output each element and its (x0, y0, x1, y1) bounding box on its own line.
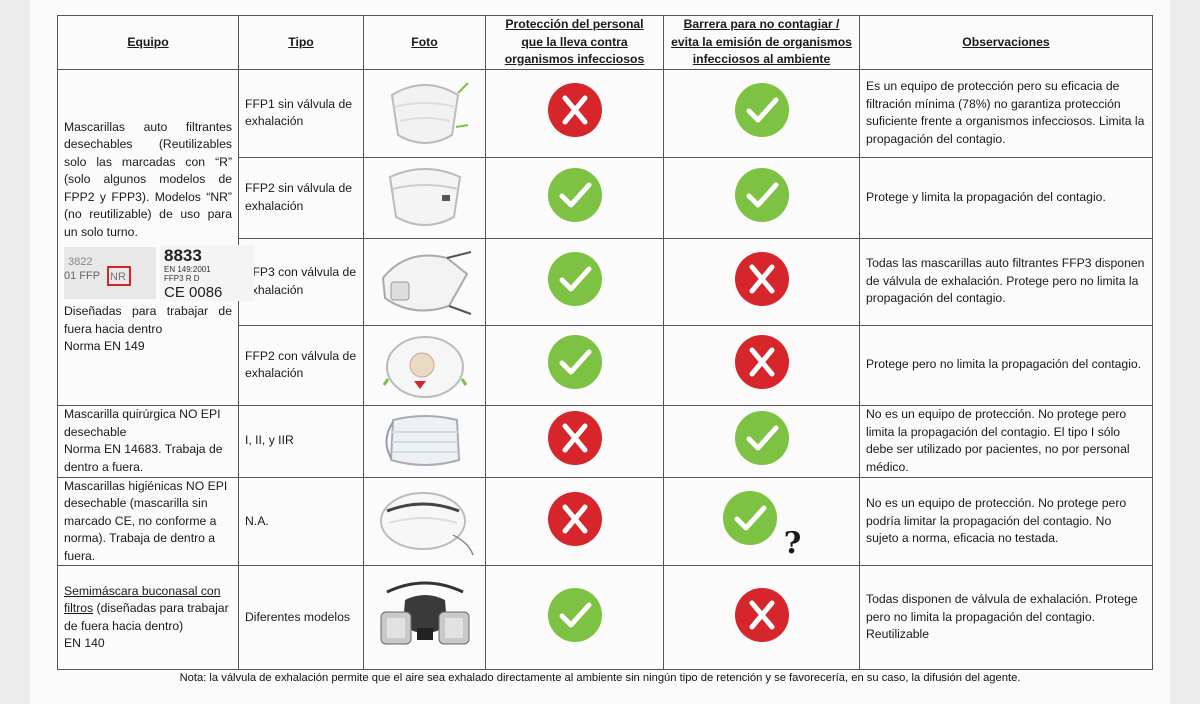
proteccion-cell (485, 68, 664, 158)
header-foto: Foto (363, 15, 486, 70)
equipo-norma: EN 140 (64, 636, 105, 650)
check-icon (734, 82, 790, 138)
mask-marking-labels-photo: 3822 01 FFP NR 8833 EN 149:2001 FFP3 R D… (64, 245, 254, 301)
cross-icon (547, 410, 603, 466)
equipo-description-2: Diseñadas para trabajar de fuera hacia d… (64, 304, 232, 336)
barrera-cell (663, 324, 860, 406)
equipo-line: Norma EN 14683. Trabaja de dentro a fuer… (64, 442, 223, 474)
check-icon (547, 334, 603, 390)
label-right-mid2: FFP3 R D (164, 274, 200, 283)
tipo-cell: FFP2 con válvula de exhalación (238, 324, 364, 406)
ffp2-valve-mask-photo (364, 329, 485, 401)
equipo-cell-higienicas: Mascarillas higiénicas NO EPI desechable… (57, 476, 239, 566)
half-mask-respirator-photo (364, 578, 485, 658)
label-right-ce: CE 0086 (164, 284, 222, 301)
barrera-cell (663, 404, 860, 478)
header-barrera: Barrera para no contagiar / evita la emi… (663, 15, 860, 70)
tipo-cell: N.A. (238, 476, 364, 566)
equipo-line: Mascarillas higiénicas NO EPI desechable… (64, 478, 228, 563)
document-page: Equipo Tipo Foto Protección del personal… (30, 0, 1170, 704)
header-equipo: Equipo (57, 15, 239, 70)
proteccion-cell (485, 324, 664, 406)
barrera-cell (663, 565, 860, 670)
foto-cell (363, 324, 486, 406)
proteccion-cell (485, 476, 664, 566)
tipo-cell: FFP3 con válvula de exhalación (238, 237, 364, 326)
tipo-cell: FFP1 sin válvula de exhalación (238, 68, 364, 158)
header-proteccion: Protección del personal que la lleva con… (485, 15, 664, 70)
observaciones-cell: Protege pero no limita la propagación de… (859, 324, 1153, 406)
foto-cell (363, 237, 486, 326)
check-icon (734, 410, 790, 466)
header-tipo: Tipo (238, 15, 364, 70)
observaciones-cell: Es un equipo de protección pero su efica… (859, 68, 1153, 158)
equipo-underlined: Semimáscara buconasal con filtros (64, 583, 221, 616)
tipo-cell: FFP2 sin válvula de exhalación (238, 156, 364, 239)
table-row: FFP2 sin válvula de exhalación Protege y… (58, 156, 1153, 239)
barrera-cell (663, 156, 860, 239)
proteccion-cell (485, 237, 664, 326)
mask-comparison-table: Equipo Tipo Foto Protección del personal… (57, 15, 1153, 670)
header-observaciones: Observaciones (859, 15, 1153, 70)
question-mark: ? (783, 525, 802, 561)
observaciones-cell: No es un equipo de protección. No proteg… (859, 404, 1153, 478)
equipo-description: Mascarillas auto filtrantes desechables … (64, 119, 232, 239)
table-row: Mascarillas higiénicas NO EPI desechable… (57, 476, 1153, 566)
label-right-mid: EN 149:2001 (164, 265, 211, 274)
equipo-cell-autofiltrantes: Mascarillas auto filtrantes desechables … (57, 68, 254, 406)
ffp3-valve-mask-photo (364, 244, 485, 320)
equipo-norma: Norma EN 149 (64, 339, 145, 353)
table-row: Mascarilla quirúrgica NO EPI desechable … (57, 404, 1153, 478)
equipo-rest: (diseñadas para trabajar de fuera hacia … (64, 601, 229, 633)
foto-cell (363, 68, 486, 158)
cross-icon (734, 587, 790, 643)
barrera-cell: ? (663, 476, 860, 566)
cross-icon (547, 82, 603, 138)
table-row: Semimáscara buconasal con filtros (diseñ… (57, 565, 1153, 670)
footnote: Nota: la válvula de exhalación permite q… (179, 672, 1021, 684)
label-left-top: 3822 (68, 256, 92, 268)
ffp2-mask-photo (364, 163, 485, 233)
observaciones-cell: Protege y limita la propagación del cont… (859, 156, 1153, 239)
check-icon (734, 167, 790, 223)
foto-cell (363, 476, 486, 566)
foto-cell (363, 156, 486, 239)
equipo-cell-quirurgica: Mascarilla quirúrgica NO EPI desechable … (57, 404, 239, 478)
hygienic-mask-photo (364, 483, 485, 559)
check-icon (722, 490, 778, 546)
check-icon (547, 167, 603, 223)
check-icon (547, 251, 603, 307)
surgical-mask-photo (364, 410, 485, 472)
label-nr: NR (110, 271, 126, 283)
table-row: FFP2 con válvula de exhalación (58, 324, 1153, 406)
observaciones-cell: No es un equipo de protección. No proteg… (859, 476, 1153, 566)
proteccion-cell (485, 156, 664, 239)
table-row: Mascarillas auto filtrantes desechables … (57, 68, 1153, 406)
tipo-cell: I, II, y IIR (238, 404, 364, 478)
barrera-cell (663, 237, 860, 326)
label-right-top: 8833 (164, 246, 202, 265)
proteccion-cell (485, 404, 664, 478)
label-left-bottom: 01 FFP (64, 270, 100, 282)
ffp1-mask-photo (364, 75, 485, 151)
tipo-cell: Diferentes modelos (238, 565, 364, 670)
equipo-cell-semimascara: Semimáscara buconasal con filtros (diseñ… (57, 565, 239, 670)
foto-cell (363, 565, 486, 670)
header-row: Equipo Tipo Foto Protección del personal… (57, 15, 1153, 70)
observaciones-cell: Todas las mascarillas auto filtrantes FF… (859, 237, 1153, 326)
check-icon (547, 587, 603, 643)
equipo-line: Mascarilla quirúrgica NO EPI desechable (64, 407, 221, 439)
barrera-cell (663, 68, 860, 158)
proteccion-cell (485, 565, 664, 670)
cross-icon (734, 334, 790, 390)
cross-icon (547, 491, 603, 547)
foto-cell (363, 404, 486, 478)
cross-icon (734, 251, 790, 307)
table-row: FFP3 con válvula de exhalación Todas las… (58, 237, 1153, 326)
observaciones-cell: Todas disponen de válvula de exhalación.… (859, 565, 1153, 670)
